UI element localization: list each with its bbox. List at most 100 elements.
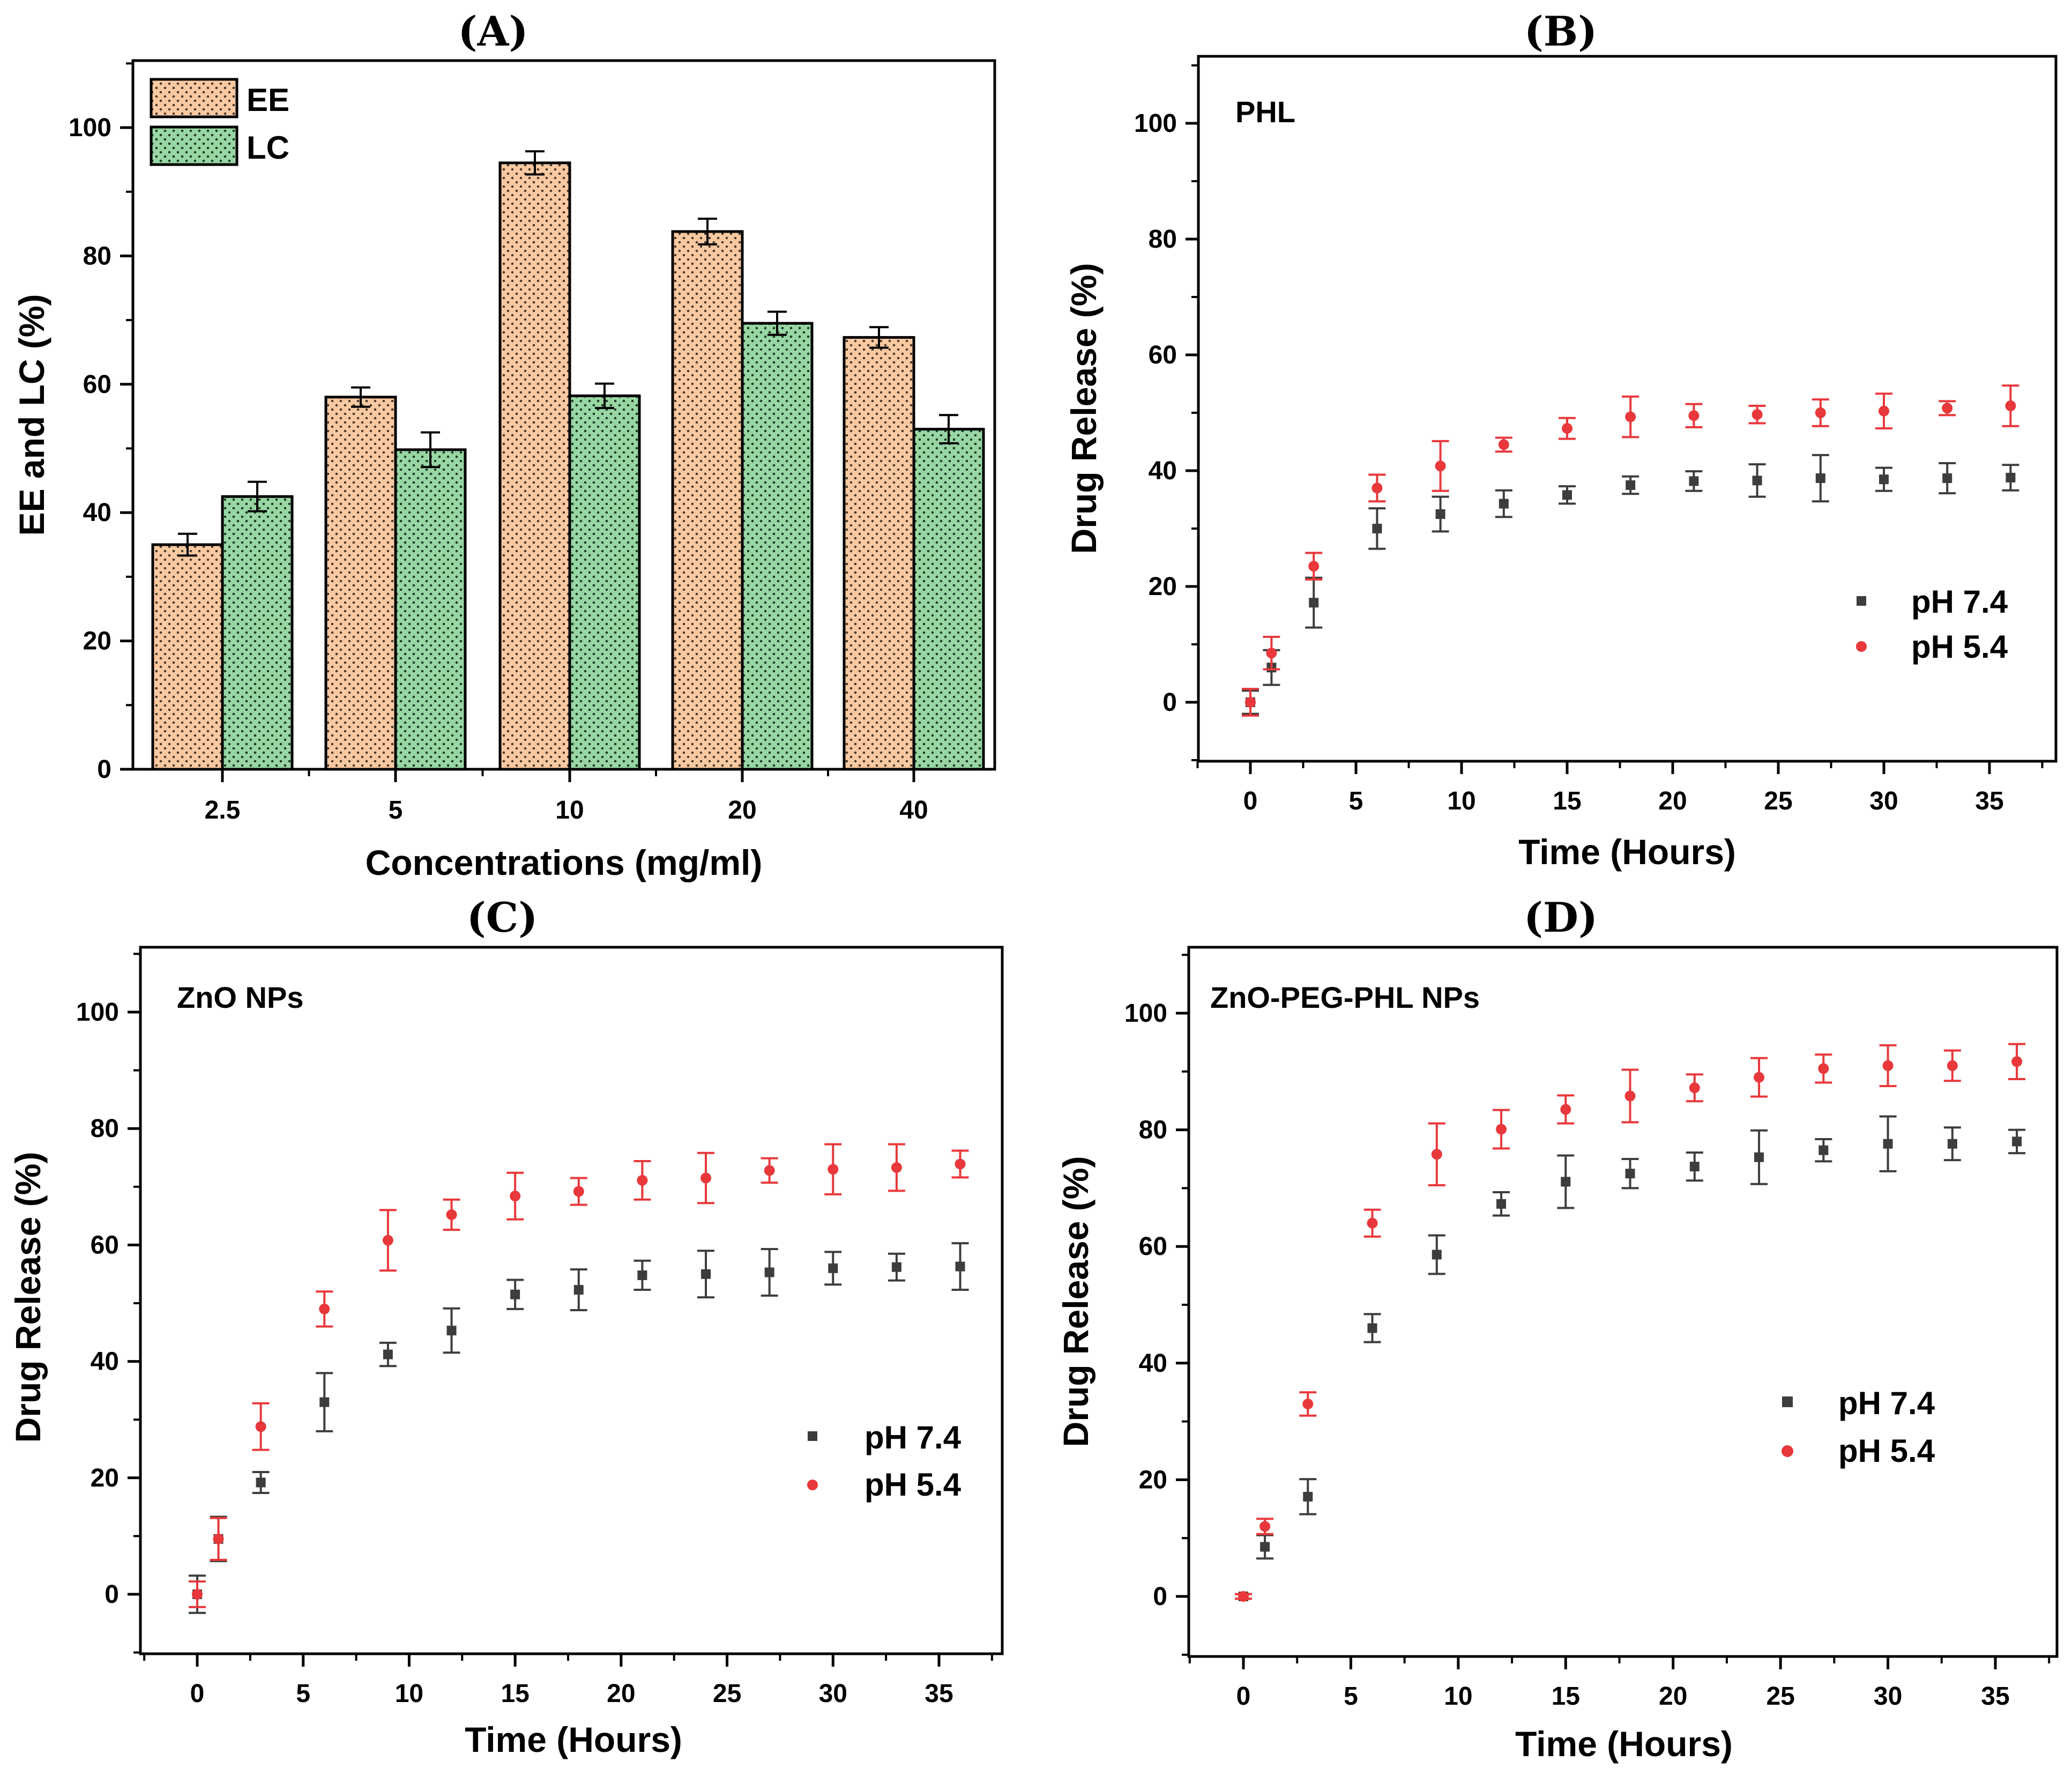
error-bar bbox=[698, 217, 717, 246]
data-point-ph54 bbox=[1372, 482, 1383, 494]
panel-c-ylabel: Drug Release (%) bbox=[8, 1152, 48, 1443]
data-point-ph54 bbox=[637, 1175, 648, 1186]
data-point-ph74 bbox=[1752, 475, 1762, 486]
y-tick-label: 80 bbox=[1139, 1116, 1167, 1145]
data-point-ph74 bbox=[1561, 1177, 1571, 1187]
data-point-ph74 bbox=[510, 1289, 520, 1299]
panel-a-frame bbox=[131, 59, 996, 771]
data-point-ph74 bbox=[1883, 1139, 1893, 1149]
panel-b: (B) 0 20 40 60 80 100 0 5 10 15 20 25 30 35 PHL Drug… bbox=[1064, 8, 2058, 872]
error-bar bbox=[248, 480, 267, 512]
x-tick-label: 15 bbox=[1553, 787, 1581, 815]
panel-b-ticks bbox=[1186, 64, 2044, 774]
bar-lc bbox=[568, 394, 641, 771]
data-point-ph74 bbox=[1815, 473, 1825, 484]
x-tick-label: 20 bbox=[1658, 787, 1687, 815]
bar-ee bbox=[324, 396, 397, 771]
x-tick-label: 0 bbox=[1236, 1682, 1251, 1711]
bar-ee bbox=[151, 543, 224, 771]
data-point-ph54 bbox=[2011, 1056, 2023, 1067]
data-point-ph74 bbox=[319, 1397, 330, 1407]
panel-a-ylabel: EE and LC (%) bbox=[12, 294, 51, 536]
error-bar bbox=[421, 431, 440, 469]
x-tick-label: 30 bbox=[1869, 787, 1898, 815]
data-point-ph74 bbox=[955, 1261, 965, 1272]
data-point-ph74 bbox=[1625, 1169, 1635, 1179]
data-point-ph54 bbox=[319, 1303, 330, 1314]
data-point-ph54 bbox=[1882, 1060, 1894, 1071]
x-tick-label: 25 bbox=[1766, 1682, 1794, 1711]
error-bar bbox=[939, 414, 958, 444]
panel-c-frame bbox=[139, 946, 1004, 1655]
data-point-ph54 bbox=[1238, 1591, 1249, 1602]
data-point-ph54 bbox=[1815, 407, 1826, 418]
panel-a-xlabel: Concentrations (mg/ml) bbox=[366, 843, 763, 882]
x-tick-label: 10 bbox=[1444, 1682, 1472, 1711]
x-tick-label: 2.5 bbox=[205, 796, 241, 824]
x-tick-label: 0 bbox=[1243, 787, 1258, 815]
data-point-ph54 bbox=[1562, 423, 1572, 434]
panel-b-ytick-labels: 0 20 40 60 80 100 bbox=[1134, 109, 1177, 717]
panel-d-ytick-labels: 0 20 40 60 80 100 bbox=[1124, 999, 1167, 1611]
data-point-ph74 bbox=[1435, 509, 1445, 519]
data-point-ph54 bbox=[382, 1235, 393, 1246]
data-point-ph54 bbox=[1435, 460, 1446, 472]
data-point-ph74 bbox=[1689, 1162, 1700, 1172]
data-point-ph54 bbox=[1302, 1398, 1314, 1409]
data-point-ph54 bbox=[1625, 411, 1636, 422]
data-point-ph74 bbox=[1496, 1199, 1507, 1209]
bar-lc bbox=[394, 448, 467, 771]
data-point-ph54 bbox=[1624, 1090, 1636, 1102]
panel-b-annotation: PHL bbox=[1235, 95, 1295, 129]
data-point-ph74 bbox=[701, 1269, 711, 1279]
data-point-ph54 bbox=[213, 1533, 224, 1544]
data-point-ph54 bbox=[891, 1162, 902, 1173]
bar-ee bbox=[843, 336, 915, 771]
panel-d-ylabel: Drug Release (%) bbox=[1056, 1156, 1095, 1447]
panel-c-ytick-labels: 0 20 40 60 80 100 bbox=[76, 998, 119, 1609]
y-tick-label: 40 bbox=[1139, 1349, 1167, 1378]
data-point-ph74 bbox=[1689, 476, 1699, 486]
data-point-ph74 bbox=[764, 1267, 774, 1277]
data-point-ph54 bbox=[2005, 400, 2016, 412]
panel-b-points bbox=[1242, 384, 2019, 717]
data-point-ph54 bbox=[1498, 439, 1509, 450]
y-tick-label: 20 bbox=[83, 627, 111, 656]
data-point-ph74 bbox=[256, 1477, 266, 1488]
panel-b-letter: (B) bbox=[1524, 8, 1597, 55]
series-ph54 bbox=[189, 1143, 969, 1608]
y-tick-label: 80 bbox=[1149, 225, 1177, 254]
y-tick-label: 40 bbox=[91, 1348, 119, 1376]
panel-d-legend-marker-ph54 bbox=[1782, 1445, 1793, 1457]
panel-b-legend-label-ph74: pH 7.4 bbox=[1911, 584, 2008, 620]
y-tick-label: 100 bbox=[1124, 999, 1167, 1028]
panel-c-legend: pH 7.4 pH 5.4 bbox=[807, 1420, 962, 1503]
x-tick-label: 10 bbox=[555, 796, 584, 824]
data-point-ph54 bbox=[1947, 1060, 1958, 1071]
y-tick-label: 100 bbox=[76, 998, 119, 1027]
x-tick-label: 10 bbox=[395, 1680, 423, 1708]
data-point-ph74 bbox=[1432, 1250, 1442, 1260]
y-tick-label: 60 bbox=[83, 370, 111, 399]
error-bar bbox=[767, 310, 787, 336]
panel-a-ytick-labels: 0 20 40 60 80 100 bbox=[69, 114, 111, 784]
panel-b-xtick-labels: 0 5 10 15 20 25 30 35 bbox=[1243, 787, 2004, 815]
panel-d-frame bbox=[1187, 946, 2059, 1658]
data-point-ph74 bbox=[1260, 1542, 1270, 1552]
data-point-ph74 bbox=[1626, 480, 1636, 490]
y-tick-label: 60 bbox=[1139, 1232, 1167, 1261]
y-tick-label: 60 bbox=[91, 1231, 119, 1259]
panel-a-xtick-labels: 2.5 5 10 20 40 bbox=[205, 796, 928, 824]
panel-a-legend: EE LC bbox=[150, 78, 289, 166]
data-point-ph74 bbox=[573, 1285, 584, 1295]
panel-d-legend-label-ph54: pH 5.4 bbox=[1838, 1433, 1935, 1469]
x-tick-label: 5 bbox=[389, 796, 403, 824]
panel-d-legend-label-ph74: pH 7.4 bbox=[1838, 1385, 1935, 1421]
error-bar bbox=[869, 326, 889, 349]
legend-label-ee: EE bbox=[247, 82, 289, 118]
data-point-ph54 bbox=[1560, 1104, 1571, 1115]
data-point-ph54 bbox=[1266, 648, 1277, 659]
panel-b-ylabel: Drug Release (%) bbox=[1064, 263, 1104, 554]
error-bar bbox=[595, 382, 614, 410]
